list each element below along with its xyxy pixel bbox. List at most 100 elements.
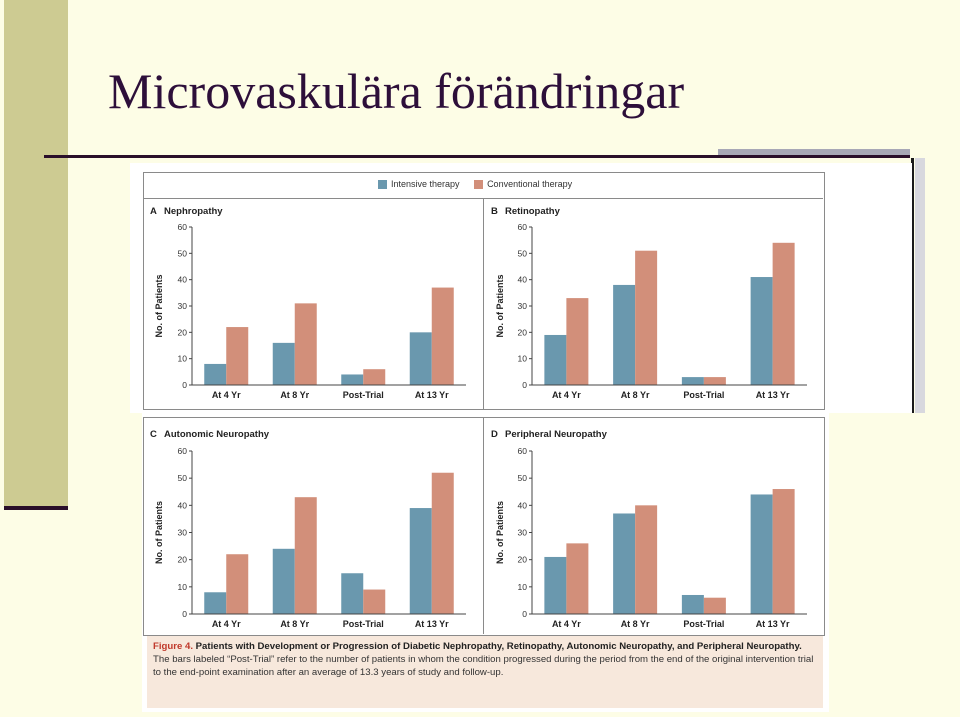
y-tick-label: 0 [522,609,527,619]
intensive-bar [272,548,295,614]
conventional-bar [363,589,386,614]
figure-top-frame [143,172,825,410]
x-tick-label: Post-Trial [683,619,724,629]
y-tick-label: 40 [518,275,528,285]
y-tick-label: 0 [182,380,187,390]
decorative-side-bar [4,0,68,510]
panel-title: Retinopathy [505,206,561,217]
intensive-bar [341,374,364,385]
autonomic-neuropathy-chart: C Autonomic Neuropathy No. of Patients 0 10 2… [150,429,466,629]
caption-figure-label: Figure 4. [153,641,193,652]
intensive-bar [204,363,227,385]
y-tick-label: 60 [178,222,188,232]
y-tick-label: 60 [518,446,528,456]
x-tick-label: Post-Trial [683,390,724,400]
intensive-bar [681,377,704,385]
intensive-bar [341,573,364,614]
y-axis-label: No. of Patients [495,501,505,564]
y-tick-label: 50 [518,473,528,483]
slide-title: Microvaskulära förändringar [108,63,685,119]
y-tick-label: 40 [178,275,188,285]
y-tick-label: 30 [518,301,528,311]
y-tick-label: 10 [178,354,188,364]
panel-letter: C [150,429,157,440]
conventional-bar [635,250,658,385]
intensive-bar [750,494,773,614]
x-tick-label: At 4 Yr [212,619,241,629]
conventional-bar [294,497,317,614]
intensive-bar [544,334,567,385]
conventional-bar [635,505,658,614]
conventional-bar [772,242,795,385]
conventional-bar [566,543,589,614]
chart-legend: Intensive therapy Conventional therapy [378,179,584,193]
intensive-bar [204,592,227,614]
intensive-bar [409,332,432,385]
x-tick-label: Post-Trial [343,619,384,629]
panel-letter: D [491,429,498,440]
y-tick-label: 40 [518,500,528,510]
intensive-bar [681,594,704,614]
y-tick-label: 20 [518,327,528,337]
legend-separator [144,198,823,199]
y-tick-label: 30 [178,301,188,311]
x-tick-label: At 4 Yr [552,619,581,629]
y-tick-label: 10 [518,582,528,592]
x-tick-label: At 8 Yr [280,390,309,400]
bottom-panel-divider [483,418,484,634]
intensive-bar [613,284,636,385]
y-tick-label: 0 [522,380,527,390]
x-tick-label: At 4 Yr [552,390,581,400]
nephropathy-chart: A Nephropathy No. of Patients 0 10 20 30 40 50 60… [150,206,466,400]
y-tick-label: 0 [182,609,187,619]
y-axis-label: No. of Patients [154,501,164,564]
y-tick-label: 20 [518,555,528,565]
panel-title: Peripheral Neuropathy [505,429,608,440]
conventional-bar [363,369,386,385]
y-tick-label: 10 [518,354,528,364]
panel-title: Nephropathy [164,206,223,217]
x-tick-label: At 4 Yr [212,390,241,400]
y-tick-label: 30 [518,528,528,538]
y-axis-label: No. of Patients [495,274,505,337]
y-tick-label: 10 [178,582,188,592]
y-tick-label: 50 [178,248,188,258]
panel-letter: A [150,206,157,217]
conventional-bar [431,472,454,614]
intensive-bar [613,513,636,614]
x-tick-label: At 8 Yr [621,390,650,400]
y-tick-label: 60 [178,446,188,456]
y-tick-label: 20 [178,555,188,565]
title-underline [44,155,910,158]
y-tick-label: 40 [178,500,188,510]
figure-caption: Figure 4. Patients with Development or P… [147,636,823,708]
panel-title: Autonomic Neuropathy [164,429,270,440]
retinopathy-chart: B Retinopathy No. of Patients 0 10 20 30 40 50 60… [491,206,807,400]
conventional-swatch [474,179,484,189]
y-tick-label: 60 [518,222,528,232]
conventional-bar [294,303,317,385]
conventional-bar [226,554,249,614]
intensive-bar [544,556,567,614]
conventional-bar [566,298,589,385]
conventional-bar [431,287,454,385]
figure-edge-shadow [915,158,925,413]
side-bar-base-line [4,506,68,510]
figure-edge-line [911,158,914,413]
legend-label-conventional: Conventional therapy [487,179,573,189]
y-axis-label: No. of Patients [154,274,164,337]
title-rule-accent [718,149,910,156]
intensive-bar [272,342,295,385]
top-panel-divider [483,199,484,409]
legend-label-intensive: Intensive therapy [391,179,460,189]
x-tick-label: At 13 Yr [415,390,449,400]
x-tick-label: At 8 Yr [280,619,309,629]
y-tick-label: 50 [518,248,528,258]
caption-title: Patients with Development or Progression… [195,641,802,652]
y-tick-label: 30 [178,528,188,538]
x-tick-label: At 13 Yr [756,619,790,629]
panel-letter: B [491,206,498,217]
legend-item-conventional: Conventional therapy [474,179,572,189]
caption-text: The bars labeled “Post-Trial” refer to t… [153,654,814,678]
y-tick-label: 50 [178,473,188,483]
